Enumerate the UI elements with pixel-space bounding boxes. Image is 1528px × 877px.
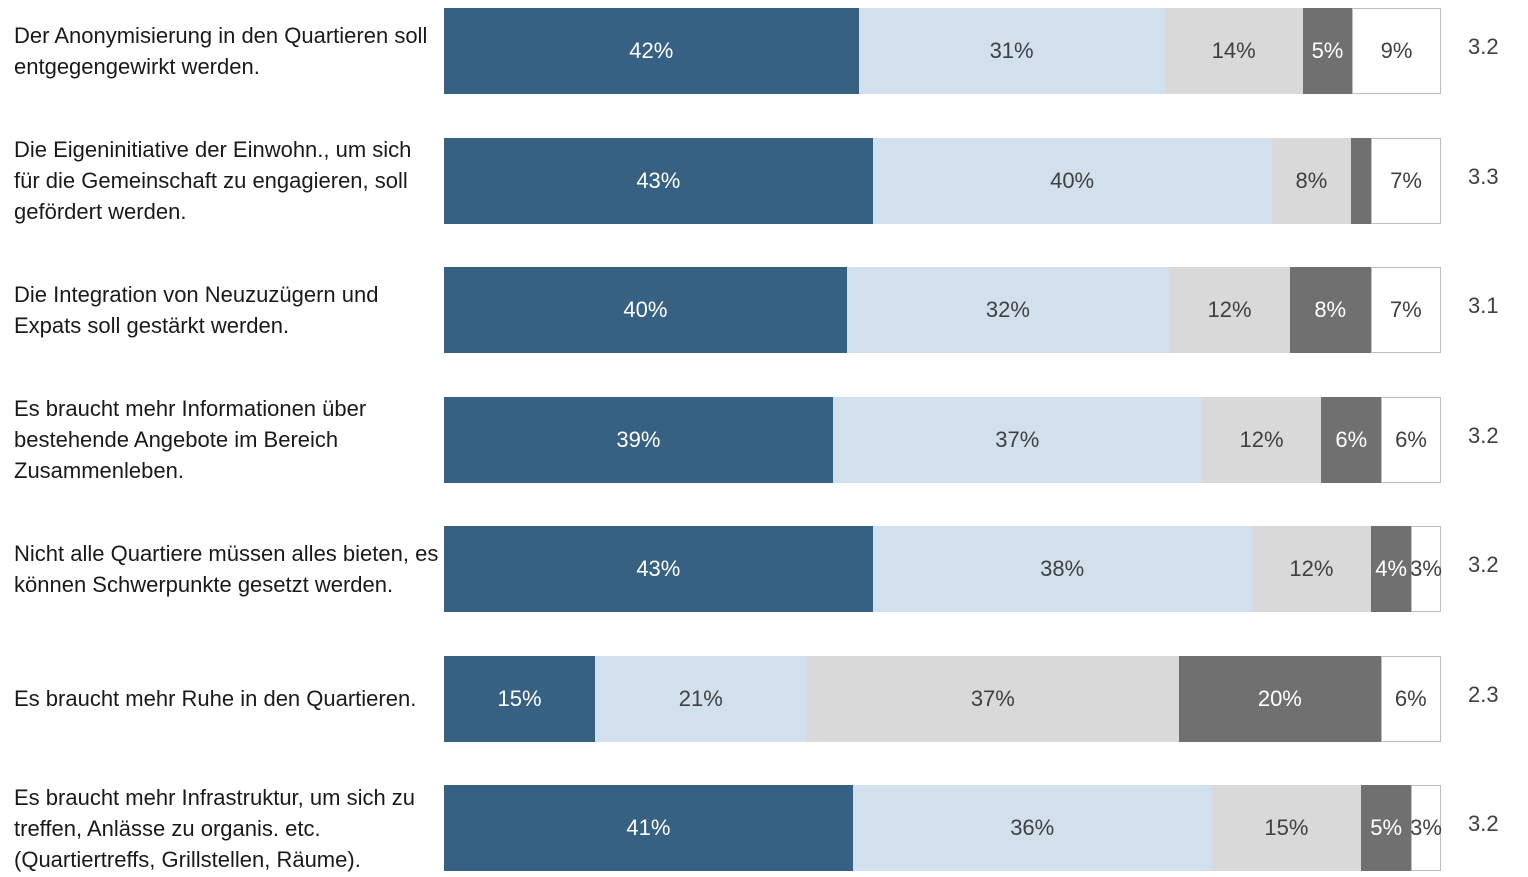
bar-segment xyxy=(872,526,1252,612)
bar-segment xyxy=(1321,396,1382,483)
score-label: 3.2 xyxy=(1468,811,1499,836)
bar-segment xyxy=(872,137,1272,224)
bar-segment xyxy=(1271,137,1352,224)
bar-segment xyxy=(1251,526,1372,612)
value-label: 14% xyxy=(1211,38,1256,63)
value-label: 31% xyxy=(989,38,1034,63)
value-label: 39% xyxy=(616,426,661,452)
category-label: Es braucht mehr Informationen über beste… xyxy=(14,396,367,483)
bar-segment xyxy=(1289,267,1371,353)
bar-segment xyxy=(1169,267,1290,353)
value-label: 3% xyxy=(1410,556,1442,581)
bar-segment xyxy=(1371,526,1412,612)
value-label: 15% xyxy=(1264,815,1309,840)
bar-segment xyxy=(444,8,859,94)
bar-segment xyxy=(852,785,1212,871)
category-label: Nicht alle Quartiere müssen alles bieten… xyxy=(14,541,439,597)
bar-segment xyxy=(444,396,833,483)
value-label: 9% xyxy=(1380,38,1413,63)
value-label: 41% xyxy=(626,815,671,840)
value-label: 5% xyxy=(1311,38,1344,63)
bar-segment xyxy=(1164,8,1303,94)
bar-segment xyxy=(1380,655,1441,742)
score-label: 3.3 xyxy=(1468,163,1499,189)
bar-segment xyxy=(1381,396,1441,483)
bar-segment xyxy=(1179,655,1381,742)
value-label: 12% xyxy=(1289,556,1334,581)
value-label: 6% xyxy=(1395,426,1427,452)
value-label: 6% xyxy=(1394,685,1427,711)
bar-segment xyxy=(595,655,807,742)
bar-segment xyxy=(1201,396,1322,483)
value-label: 12% xyxy=(1207,297,1252,322)
bar-segment xyxy=(1371,137,1441,224)
value-label: 32% xyxy=(985,297,1030,322)
bar-segment xyxy=(444,137,873,224)
score-label: 2.3 xyxy=(1468,681,1499,707)
value-label: 15% xyxy=(497,685,542,711)
value-label: 43% xyxy=(636,167,681,193)
bar-segment xyxy=(1351,137,1372,224)
value-label: 37% xyxy=(970,685,1015,711)
value-label: 8% xyxy=(1295,167,1328,193)
value-label: 8% xyxy=(1314,297,1347,322)
bar-segment xyxy=(1211,785,1362,871)
value-label: 37% xyxy=(995,426,1040,452)
category-label: Die Integration von Neuzuzügern und Expa… xyxy=(14,282,379,338)
value-label: 3% xyxy=(1410,815,1442,840)
bar-segment xyxy=(444,526,873,612)
score-label: 3.2 xyxy=(1468,552,1499,577)
bar-segment xyxy=(1370,267,1441,353)
value-label: 20% xyxy=(1257,685,1302,711)
bar-segment xyxy=(1302,8,1353,94)
value-label: 40% xyxy=(1050,167,1095,193)
bar-segment xyxy=(1411,526,1441,612)
value-label: 43% xyxy=(636,556,681,581)
value-label: 7% xyxy=(1390,167,1422,193)
bar-segment xyxy=(444,267,847,353)
category-label: Der Anonymisierung in den Quartieren sol… xyxy=(14,23,428,79)
bar-segment xyxy=(806,655,1180,742)
bar-segment xyxy=(444,785,853,871)
value-label: 21% xyxy=(678,685,723,711)
bar-segment xyxy=(444,655,596,742)
bar-segment xyxy=(858,8,1165,94)
bar-segment xyxy=(1361,785,1412,871)
value-label: 40% xyxy=(623,297,668,322)
value-label: 12% xyxy=(1239,426,1284,452)
category-label: Es braucht mehr Infrastruktur, um sich z… xyxy=(14,784,416,872)
value-label: 4% xyxy=(1375,556,1408,581)
bar-segment xyxy=(1411,785,1441,871)
score-label: 3.2 xyxy=(1468,422,1499,448)
value-label: 38% xyxy=(1040,556,1085,581)
bar-segment xyxy=(1352,8,1441,94)
score-label: 3.2 xyxy=(1468,34,1499,59)
value-label: 7% xyxy=(1389,297,1422,322)
bar-segment xyxy=(846,267,1170,353)
value-label: 42% xyxy=(629,38,674,63)
category-label: Die Eigeninitiative der Einwohn., um sic… xyxy=(14,137,412,224)
value-label: 36% xyxy=(1010,815,1055,840)
value-label: 5% xyxy=(1370,815,1403,840)
score-label: 3.1 xyxy=(1468,293,1499,318)
bar-segment xyxy=(832,396,1202,483)
value-label: 6% xyxy=(1335,426,1368,452)
category-label: Es braucht mehr Ruhe in den Quartieren. xyxy=(14,686,417,711)
